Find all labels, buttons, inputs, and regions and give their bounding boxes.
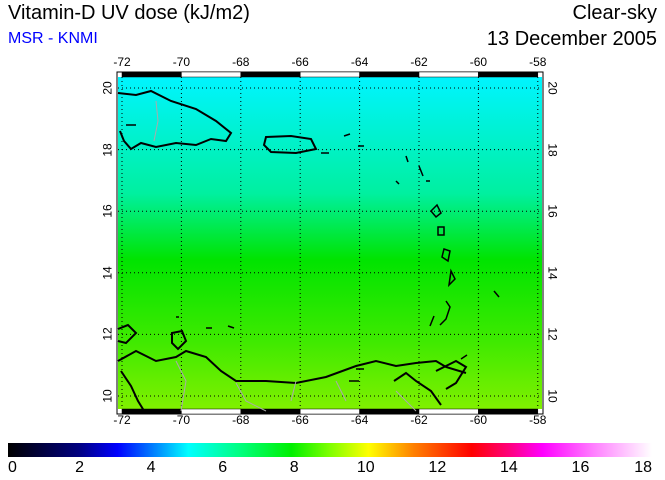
lon-tick-label: -72	[113, 413, 131, 427]
colorbar-label: 4	[146, 459, 156, 476]
lat-tick-label: 14	[545, 266, 560, 280]
islands	[126, 124, 500, 382]
lon-tick-label: -70	[172, 413, 191, 427]
lat-tick-label: 10	[545, 389, 560, 403]
frame-segment	[359, 408, 420, 415]
frame-segment	[181, 408, 242, 415]
colorbar-label: 14	[499, 459, 518, 476]
colorbar-label: 18	[634, 459, 652, 476]
map-panel	[116, 71, 544, 415]
lon-tick-label: -68	[232, 55, 250, 69]
colorbar-label: 10	[356, 459, 375, 476]
lat-tick-label: 20	[100, 81, 115, 95]
lon-tick-label: -58	[529, 413, 547, 427]
frame-segment	[240, 408, 301, 415]
source-label: MSR - KNMI	[8, 30, 98, 47]
lon-tick-label: -72	[113, 55, 131, 69]
frame-segment	[418, 71, 479, 78]
frame-segment	[299, 71, 360, 78]
lon-tick-label: -66	[291, 413, 309, 427]
lat-tick-label: 12	[545, 327, 560, 342]
frame-segment	[240, 71, 301, 78]
lon-tick-label: -62	[410, 413, 428, 427]
colorbar-label: 2	[75, 459, 84, 476]
sky-condition: Clear-sky	[572, 2, 657, 24]
frame-segment	[299, 408, 360, 415]
colorbar	[8, 443, 652, 457]
frame-segment	[181, 71, 242, 78]
coastlines	[117, 89, 468, 415]
lon-tick-label: -64	[350, 55, 369, 69]
lon-tick-label: -64	[350, 413, 369, 427]
lon-tick-label: -68	[232, 413, 250, 427]
lat-tick-label: 18	[100, 142, 115, 157]
frame-segment	[418, 408, 479, 415]
lon-tick-label: -58	[529, 55, 547, 69]
colorbar-label: 8	[289, 459, 299, 476]
frame-segment	[359, 71, 420, 78]
lat-tick-label: 20	[545, 81, 560, 95]
lat-tick-label: 10	[100, 389, 115, 403]
lat-tick-label: 16	[545, 204, 560, 218]
lat-tick-label: 14	[100, 266, 115, 280]
lat-tick-label: 16	[100, 204, 115, 218]
frame-segment	[121, 408, 182, 415]
map-title: Vitamin-D UV dose (kJ/m2)	[8, 2, 250, 24]
colorbar-label: 16	[571, 459, 590, 476]
colorbar-label: 6	[218, 459, 228, 476]
uv-dose-field	[118, 77, 542, 409]
lat-tick-label: 18	[545, 142, 560, 157]
date-label: 13 December 2005	[486, 28, 657, 50]
frame-segment	[121, 71, 182, 78]
lon-tick-label: -60	[469, 55, 488, 69]
lon-tick-label: -60	[469, 413, 488, 427]
lon-tick-label: -70	[172, 55, 191, 69]
lon-tick-label: -62	[410, 55, 428, 69]
frame-segment	[478, 71, 539, 78]
colorbar-label: 12	[428, 459, 447, 476]
lat-tick-label: 12	[100, 327, 115, 342]
frame-segment	[478, 408, 539, 415]
borders	[153, 100, 417, 412]
colorbar-label: 0	[8, 459, 17, 476]
lon-tick-label: -66	[291, 55, 309, 69]
